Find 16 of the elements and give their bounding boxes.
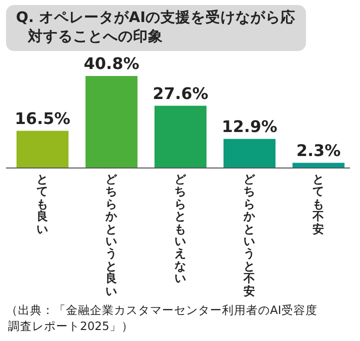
data-label: 12.9% [220,116,278,136]
data-label: 16.5% [14,108,72,128]
x-tick-label: とても良い [36,172,50,236]
category-label: どちらかというと不安 [244,172,256,298]
chart-title: Q. オペレータがAIの支援を受けながら応対することへの印象 [6,5,306,51]
bar [224,138,276,168]
bar [86,76,138,168]
data-label: 40.8% [82,54,140,73]
data-label: 2.3% [295,140,342,160]
x-tick-label: とても不安 [311,172,326,236]
bar [16,130,68,168]
bar [154,106,206,168]
text: （出典：「金融企業カスタマーセンター利用者のAI受容度調査レポート2025」） [6,302,318,334]
data-label: 27.6% [152,84,210,103]
category-label: どちらともいえない [174,172,186,286]
category-label: どちらかというと良い [106,172,118,298]
